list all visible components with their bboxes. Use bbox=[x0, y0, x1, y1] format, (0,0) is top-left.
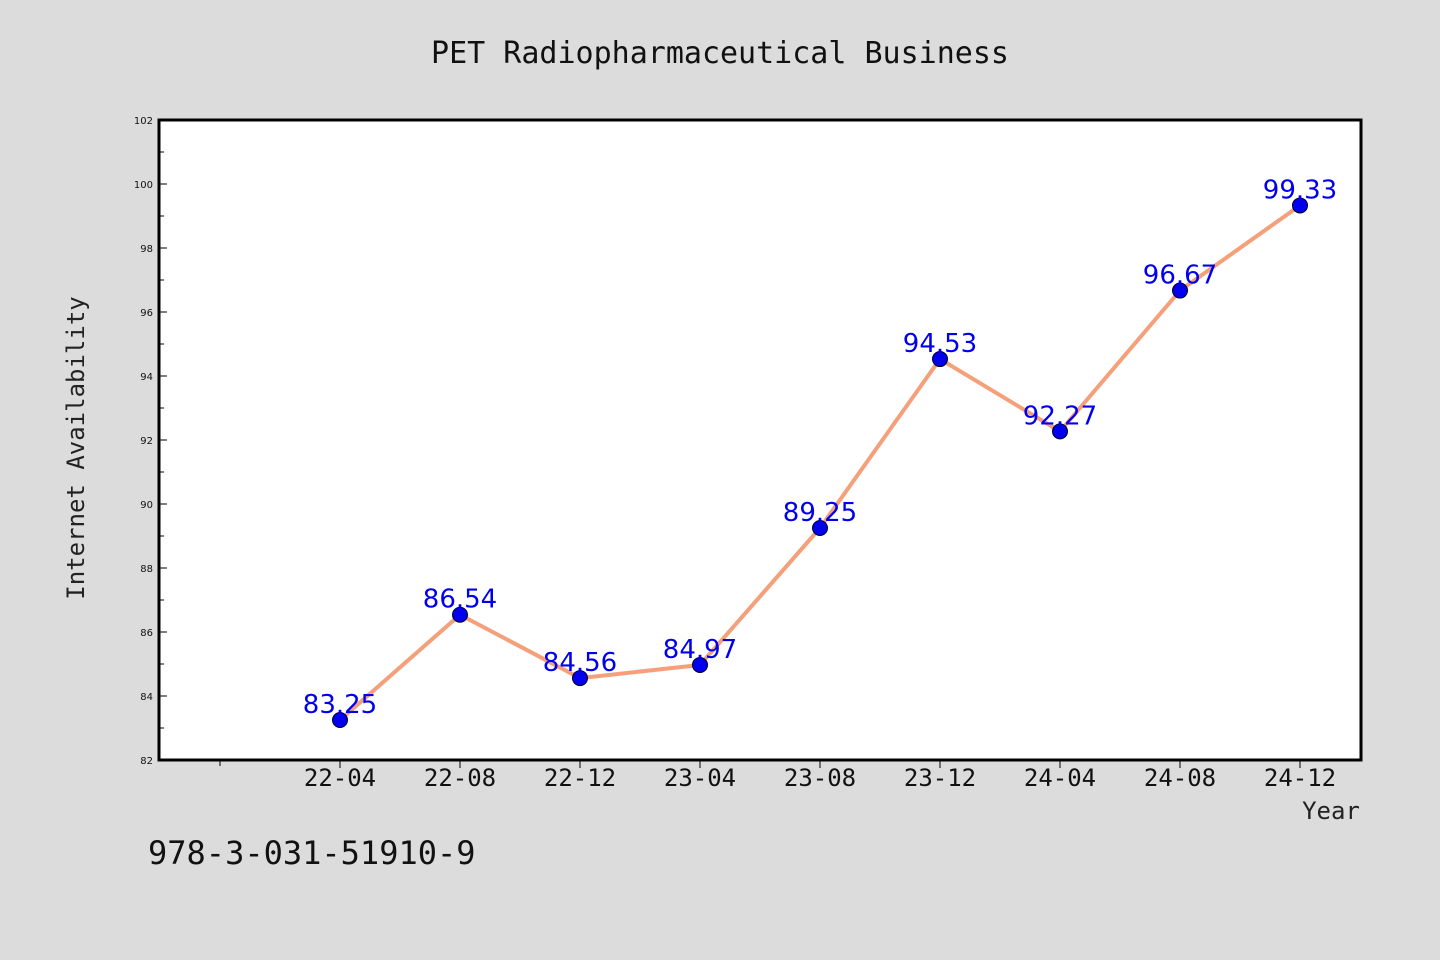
x-tick-label: 24-04 bbox=[1024, 764, 1096, 792]
x-tick-label: 22-12 bbox=[544, 764, 616, 792]
x-tick-label: 22-04 bbox=[304, 764, 376, 792]
chart-title: PET Radiopharmaceutical Business bbox=[431, 36, 1009, 71]
y-tick-label: 100 bbox=[134, 180, 153, 191]
x-axis-label: Year bbox=[1302, 797, 1360, 825]
data-point bbox=[932, 351, 948, 368]
data-label: 84.97 bbox=[663, 635, 737, 665]
y-tick-label: 90 bbox=[140, 500, 153, 511]
y-axis-label: Internet Availability bbox=[62, 296, 90, 599]
x-tick-label: 23-12 bbox=[904, 764, 976, 792]
x-tick-label: 23-04 bbox=[664, 764, 736, 792]
data-label: 96.67 bbox=[1143, 261, 1217, 291]
data-point bbox=[332, 712, 348, 728]
footer-code: 978-3-031-51910-9 bbox=[148, 834, 476, 872]
x-tick-label: 23-08 bbox=[784, 764, 856, 792]
data-point bbox=[1172, 282, 1188, 299]
data-label: 84.56 bbox=[543, 648, 617, 678]
series-layer: 83.25 86.54 84.56 84.97 89.25 94.53 92.27 96.67… bbox=[303, 175, 1337, 728]
y-tick-label: 84 bbox=[140, 692, 153, 703]
y-tick-label: 82 bbox=[140, 756, 153, 767]
x-tick-label: 24-12 bbox=[1264, 764, 1336, 792]
data-label: 99.33 bbox=[1263, 175, 1337, 205]
data-point bbox=[572, 670, 588, 687]
y-tick-label: 88 bbox=[140, 564, 153, 575]
data-point bbox=[692, 656, 708, 673]
data-label: 89.25 bbox=[783, 498, 857, 528]
y-tick-label: 86 bbox=[140, 628, 153, 639]
plot-frame bbox=[157, 118, 1363, 762]
data-label: 83.25 bbox=[303, 690, 377, 720]
y-tick-label: 92 bbox=[140, 436, 153, 447]
x-tick-label: 22-08 bbox=[424, 764, 496, 792]
plot-area bbox=[159, 120, 1361, 760]
y-tick-label: 102 bbox=[134, 116, 153, 127]
data-point bbox=[1292, 197, 1308, 214]
x-tick-label: 24-08 bbox=[1144, 764, 1216, 792]
y-tick-label: 94 bbox=[140, 372, 153, 383]
y-tick-label: 98 bbox=[140, 244, 153, 255]
axis-ticks: 82 84 86 88 90 92 94 96 98 100 102 22-04 22-08 22-12 2… bbox=[134, 116, 1336, 792]
data-label: 94.53 bbox=[903, 329, 977, 359]
y-tick-label: 96 bbox=[140, 308, 153, 319]
data-point bbox=[452, 606, 468, 623]
data-label: 92.27 bbox=[1023, 401, 1097, 431]
data-label: 86.54 bbox=[423, 585, 497, 615]
data-point bbox=[812, 520, 828, 536]
data-point bbox=[1052, 423, 1068, 440]
